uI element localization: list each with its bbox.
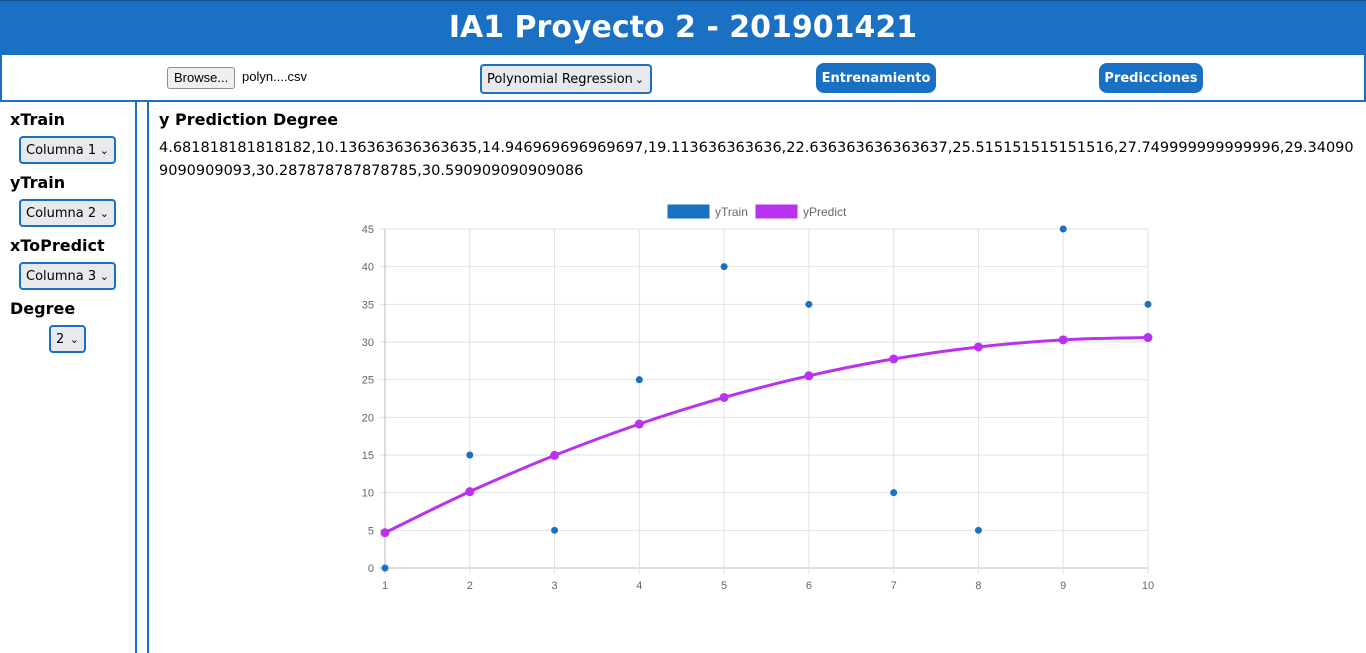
point-ypredict: [380, 528, 390, 538]
ytrain-select[interactable]: Columna 2 ⌄: [19, 199, 116, 227]
x-tick-label: 2: [467, 580, 473, 592]
chevron-down-icon: ⌄: [99, 207, 109, 220]
app-header: IA1 Proyecto 2 - 201901421: [0, 0, 1366, 53]
sidebar: xTrain Columna 1 ⌄ yTrain Columna 2 ⌄ xT…: [0, 102, 137, 653]
point-ypredict: [804, 371, 814, 381]
legend-label-ypredict: yPredict: [803, 205, 847, 219]
y-tick-label: 25: [362, 375, 374, 387]
point-ypredict: [1143, 333, 1153, 343]
x-tick-label: 5: [721, 580, 727, 592]
point-ytrain: [974, 526, 982, 534]
xtrain-select-value: Columna 1: [26, 142, 97, 158]
y-tick-label: 10: [362, 488, 374, 500]
point-ytrain: [890, 489, 898, 497]
y-tick-label: 0: [368, 563, 374, 575]
point-ytrain: [1144, 300, 1152, 308]
point-ypredict: [1058, 335, 1068, 345]
x-tick-label: 1: [382, 580, 388, 592]
chart-legend: yTrain yPredict: [667, 204, 847, 219]
browse-button[interactable]: Browse...: [167, 67, 236, 89]
page-title: IA1 Proyecto 2 - 201901421: [448, 9, 918, 45]
point-ytrain: [635, 376, 643, 384]
algorithm-select[interactable]: Polynomial Regression ⌄: [480, 64, 652, 94]
legend-swatch-ytrain: [667, 204, 710, 219]
y-tick-label: 40: [362, 262, 374, 274]
xtopredict-select[interactable]: Columna 3 ⌄: [19, 262, 116, 290]
point-ypredict: [550, 450, 560, 460]
point-ypredict: [719, 392, 729, 402]
point-ytrain: [381, 564, 389, 572]
y-tick-label: 15: [362, 450, 374, 462]
x-tick-label: 4: [636, 580, 642, 592]
point-ytrain: [720, 263, 728, 271]
x-tick-label: 10: [1142, 580, 1154, 592]
x-tick-label: 8: [975, 580, 981, 592]
divider: [147, 102, 149, 653]
y-tick-label: 30: [362, 337, 374, 349]
toolbar: Browse... polyn....csv Polynomial Regres…: [0, 53, 1366, 102]
point-ypredict: [973, 342, 983, 352]
degree-select-value: 2: [56, 331, 65, 347]
chevron-down-icon: ⌄: [99, 144, 109, 157]
point-ytrain: [805, 300, 813, 308]
chart-points: [380, 225, 1153, 572]
x-tick-label: 3: [551, 580, 557, 592]
point-ypredict: [889, 354, 899, 364]
point-ypredict: [634, 419, 644, 429]
ytrain-select-value: Columna 2: [26, 205, 97, 221]
y-tick-label: 45: [362, 224, 374, 236]
train-button[interactable]: Entrenamiento: [816, 63, 936, 93]
x-tick-label: 6: [806, 580, 812, 592]
series-line-ypredict: [384, 336, 1149, 535]
xtopredict-label: xToPredict: [10, 236, 105, 255]
degree-select[interactable]: 2 ⌄: [49, 325, 86, 353]
point-ypredict: [465, 487, 475, 497]
prediction-values: 4.681818181818182,10.136363636363635,14.…: [159, 140, 1354, 179]
point-ytrain: [1059, 225, 1067, 233]
degree-label: Degree: [10, 299, 76, 318]
legend-label-ytrain: yTrain: [715, 205, 748, 219]
point-ytrain: [551, 526, 559, 534]
x-tick-label: 9: [1060, 580, 1066, 592]
predict-button[interactable]: Predicciones: [1099, 63, 1203, 93]
algorithm-select-value: Polynomial Regression: [487, 71, 633, 87]
chart-grid: [379, 228, 1149, 574]
point-ytrain: [466, 451, 474, 459]
x-tick-label: 7: [891, 580, 897, 592]
file-name: polyn....csv: [242, 69, 308, 84]
xtrain-label: xTrain: [10, 110, 66, 129]
xtrain-select[interactable]: Columna 1 ⌄: [19, 136, 116, 164]
chevron-down-icon: ⌄: [69, 333, 79, 346]
ytrain-label: yTrain: [10, 173, 66, 192]
y-tick-label: 35: [362, 299, 374, 311]
y-tick-label: 20: [362, 412, 374, 424]
xtopredict-select-value: Columna 3: [26, 268, 97, 284]
y-tick-label: 5: [368, 525, 374, 537]
legend-swatch-ypredict: [755, 204, 798, 219]
chevron-down-icon: ⌄: [99, 270, 109, 283]
prediction-title: y Prediction Degree: [159, 110, 339, 129]
chevron-down-icon: ⌄: [634, 73, 644, 86]
